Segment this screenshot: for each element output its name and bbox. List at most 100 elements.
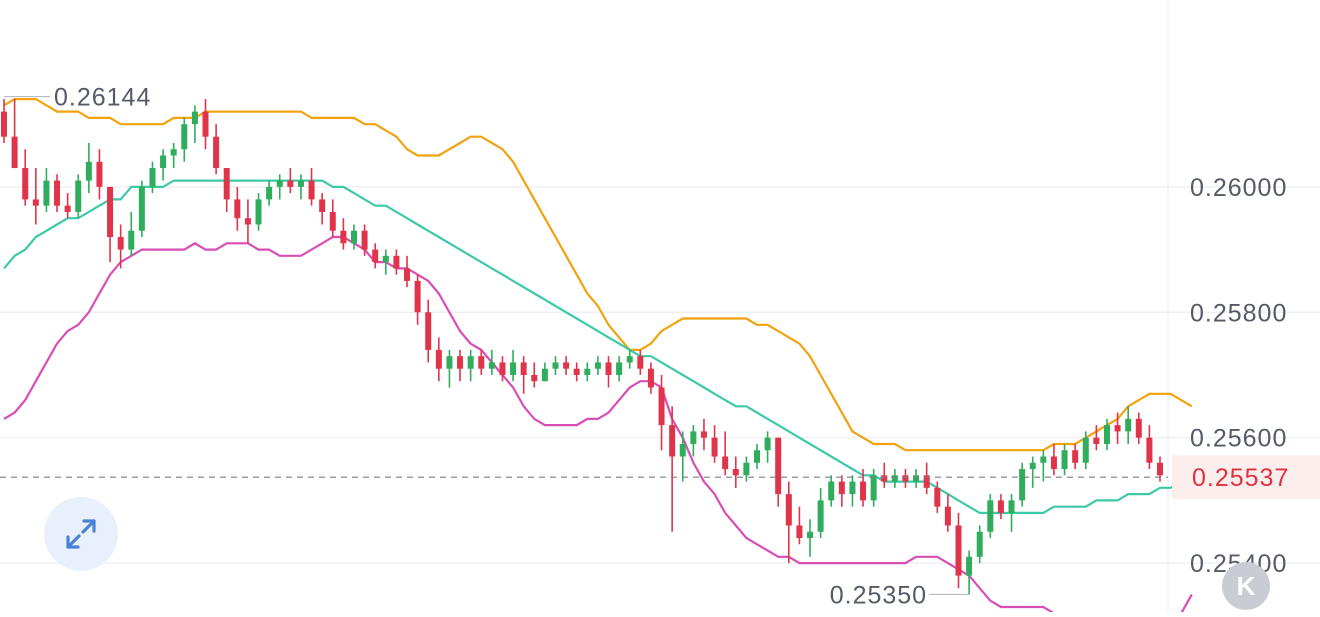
candle-body <box>722 456 729 470</box>
candle-body <box>1114 425 1121 432</box>
candle-body <box>913 475 920 482</box>
candle-body <box>435 349 442 369</box>
candle <box>382 249 389 275</box>
candle-body <box>849 481 856 495</box>
candle <box>350 224 357 250</box>
candle-body <box>22 168 29 200</box>
candle-body <box>541 368 548 382</box>
candle-body <box>711 437 718 457</box>
candle-body <box>181 124 188 150</box>
candle <box>966 550 973 595</box>
current-price-layer: 0.25537 <box>0 455 1320 500</box>
candle <box>700 418 707 451</box>
candle <box>520 356 527 394</box>
candle <box>1157 456 1163 482</box>
candle <box>223 168 230 212</box>
candle-body <box>923 475 930 488</box>
candle-body <box>1029 462 1036 470</box>
candle-body <box>32 199 39 206</box>
candle <box>287 168 294 194</box>
candle <box>510 349 517 382</box>
candle <box>976 525 983 564</box>
candle-body <box>234 199 241 219</box>
candle-body <box>404 268 411 281</box>
candle <box>43 168 50 212</box>
candle-body <box>605 362 612 375</box>
upper-band-line <box>3 98 1193 452</box>
candle-body <box>43 180 50 206</box>
candle-body <box>96 161 103 187</box>
candle-body <box>1040 456 1047 463</box>
candle-body <box>149 168 156 187</box>
candle-body <box>117 237 124 250</box>
candle-body <box>329 211 336 231</box>
candle <box>626 349 633 369</box>
candle-body <box>637 356 644 369</box>
candle <box>563 356 570 375</box>
candle <box>997 494 1004 520</box>
expand-arrows-icon <box>66 519 96 549</box>
candle-body <box>138 186 145 231</box>
candle-body <box>467 356 474 369</box>
candle <box>75 174 82 219</box>
candle <box>1082 431 1089 470</box>
candle <box>902 469 909 488</box>
candle <box>32 168 39 225</box>
candle <box>605 356 612 388</box>
candle <box>96 149 103 200</box>
candle <box>393 249 400 275</box>
candle <box>425 299 432 363</box>
candle <box>22 149 29 206</box>
candle <box>775 437 782 507</box>
candle <box>1040 450 1047 482</box>
candle <box>478 349 485 375</box>
candle <box>785 481 792 564</box>
candle <box>944 494 951 532</box>
candle-body <box>891 475 898 482</box>
candle <box>414 274 421 325</box>
candle <box>297 174 304 200</box>
candle-body <box>934 487 941 507</box>
candle <box>743 456 750 482</box>
k-logo-icon: K <box>1236 570 1256 601</box>
candle-body <box>160 155 167 169</box>
candle <box>181 117 188 162</box>
candle <box>234 186 241 231</box>
candle <box>457 349 464 382</box>
candle-body <box>584 368 591 375</box>
candle <box>435 337 442 382</box>
low-annotation-label: 0.25350 <box>830 581 927 609</box>
candle-body <box>1157 462 1163 476</box>
candle-body <box>743 462 750 476</box>
candle-body <box>297 180 304 187</box>
candle-body <box>1135 418 1142 438</box>
candle-body <box>170 149 177 156</box>
candle-body <box>594 362 601 369</box>
candle-body <box>478 356 485 369</box>
candle <box>573 362 580 382</box>
high-annotation-label: 0.26144 <box>54 84 151 112</box>
expand-button[interactable] <box>44 497 118 571</box>
candle <box>987 494 994 539</box>
candle-body <box>679 443 686 457</box>
candle-body <box>647 368 654 388</box>
candle-body <box>308 180 315 200</box>
candle-body <box>499 362 506 375</box>
candle-body <box>944 506 951 526</box>
candle-body <box>573 368 580 375</box>
candle <box>552 356 559 375</box>
candle <box>446 349 453 388</box>
candle <box>340 218 347 250</box>
k-logo-button[interactable]: K <box>1222 562 1270 610</box>
candle-body <box>775 437 782 495</box>
candle <box>160 149 167 181</box>
candle <box>488 349 495 375</box>
candle-body <box>1008 500 1015 513</box>
candle-body <box>340 230 347 244</box>
candle-body <box>1125 418 1132 432</box>
candle-body <box>817 500 824 532</box>
candle <box>807 519 814 557</box>
candle-body <box>658 387 665 426</box>
candle <box>796 506 803 545</box>
